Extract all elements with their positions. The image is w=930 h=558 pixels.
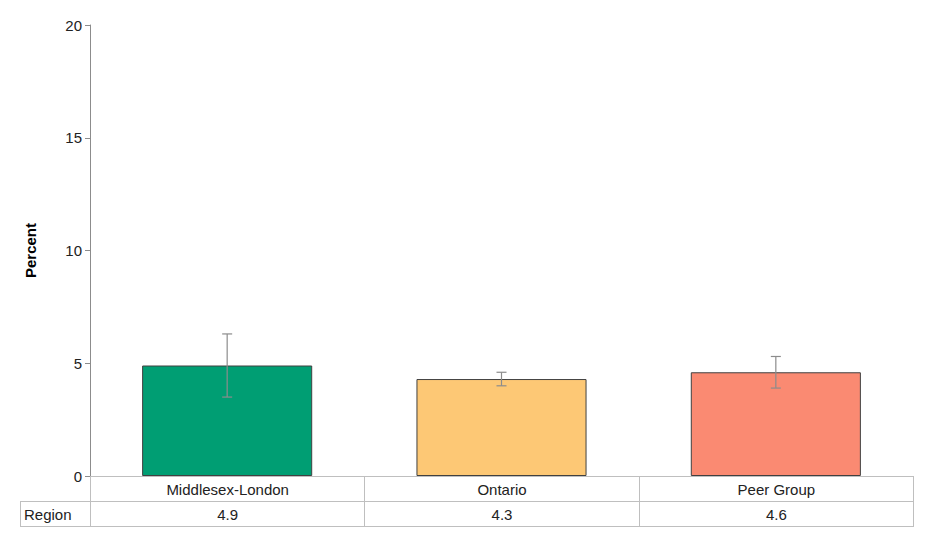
html-text:4.6: 4.6 [765, 506, 787, 523]
svg-text:20: 20 [65, 17, 82, 34]
html-text:Region: Region [24, 506, 72, 523]
html-text:4.9: 4.9 [217, 506, 239, 523]
html-text:Peer Group: Peer Group [737, 481, 816, 498]
html-text:4.3: 4.3 [491, 506, 513, 523]
svg-text:5: 5 [74, 355, 82, 372]
html-text:Middlesex-London: Middlesex-London [166, 481, 289, 498]
html-text:Ontario: Ontario [477, 481, 527, 498]
svg-text:15: 15 [65, 129, 82, 146]
svg-text:10: 10 [65, 242, 82, 259]
svg-text:Percent: Percent [22, 223, 39, 278]
svg-text:0: 0 [74, 468, 82, 485]
